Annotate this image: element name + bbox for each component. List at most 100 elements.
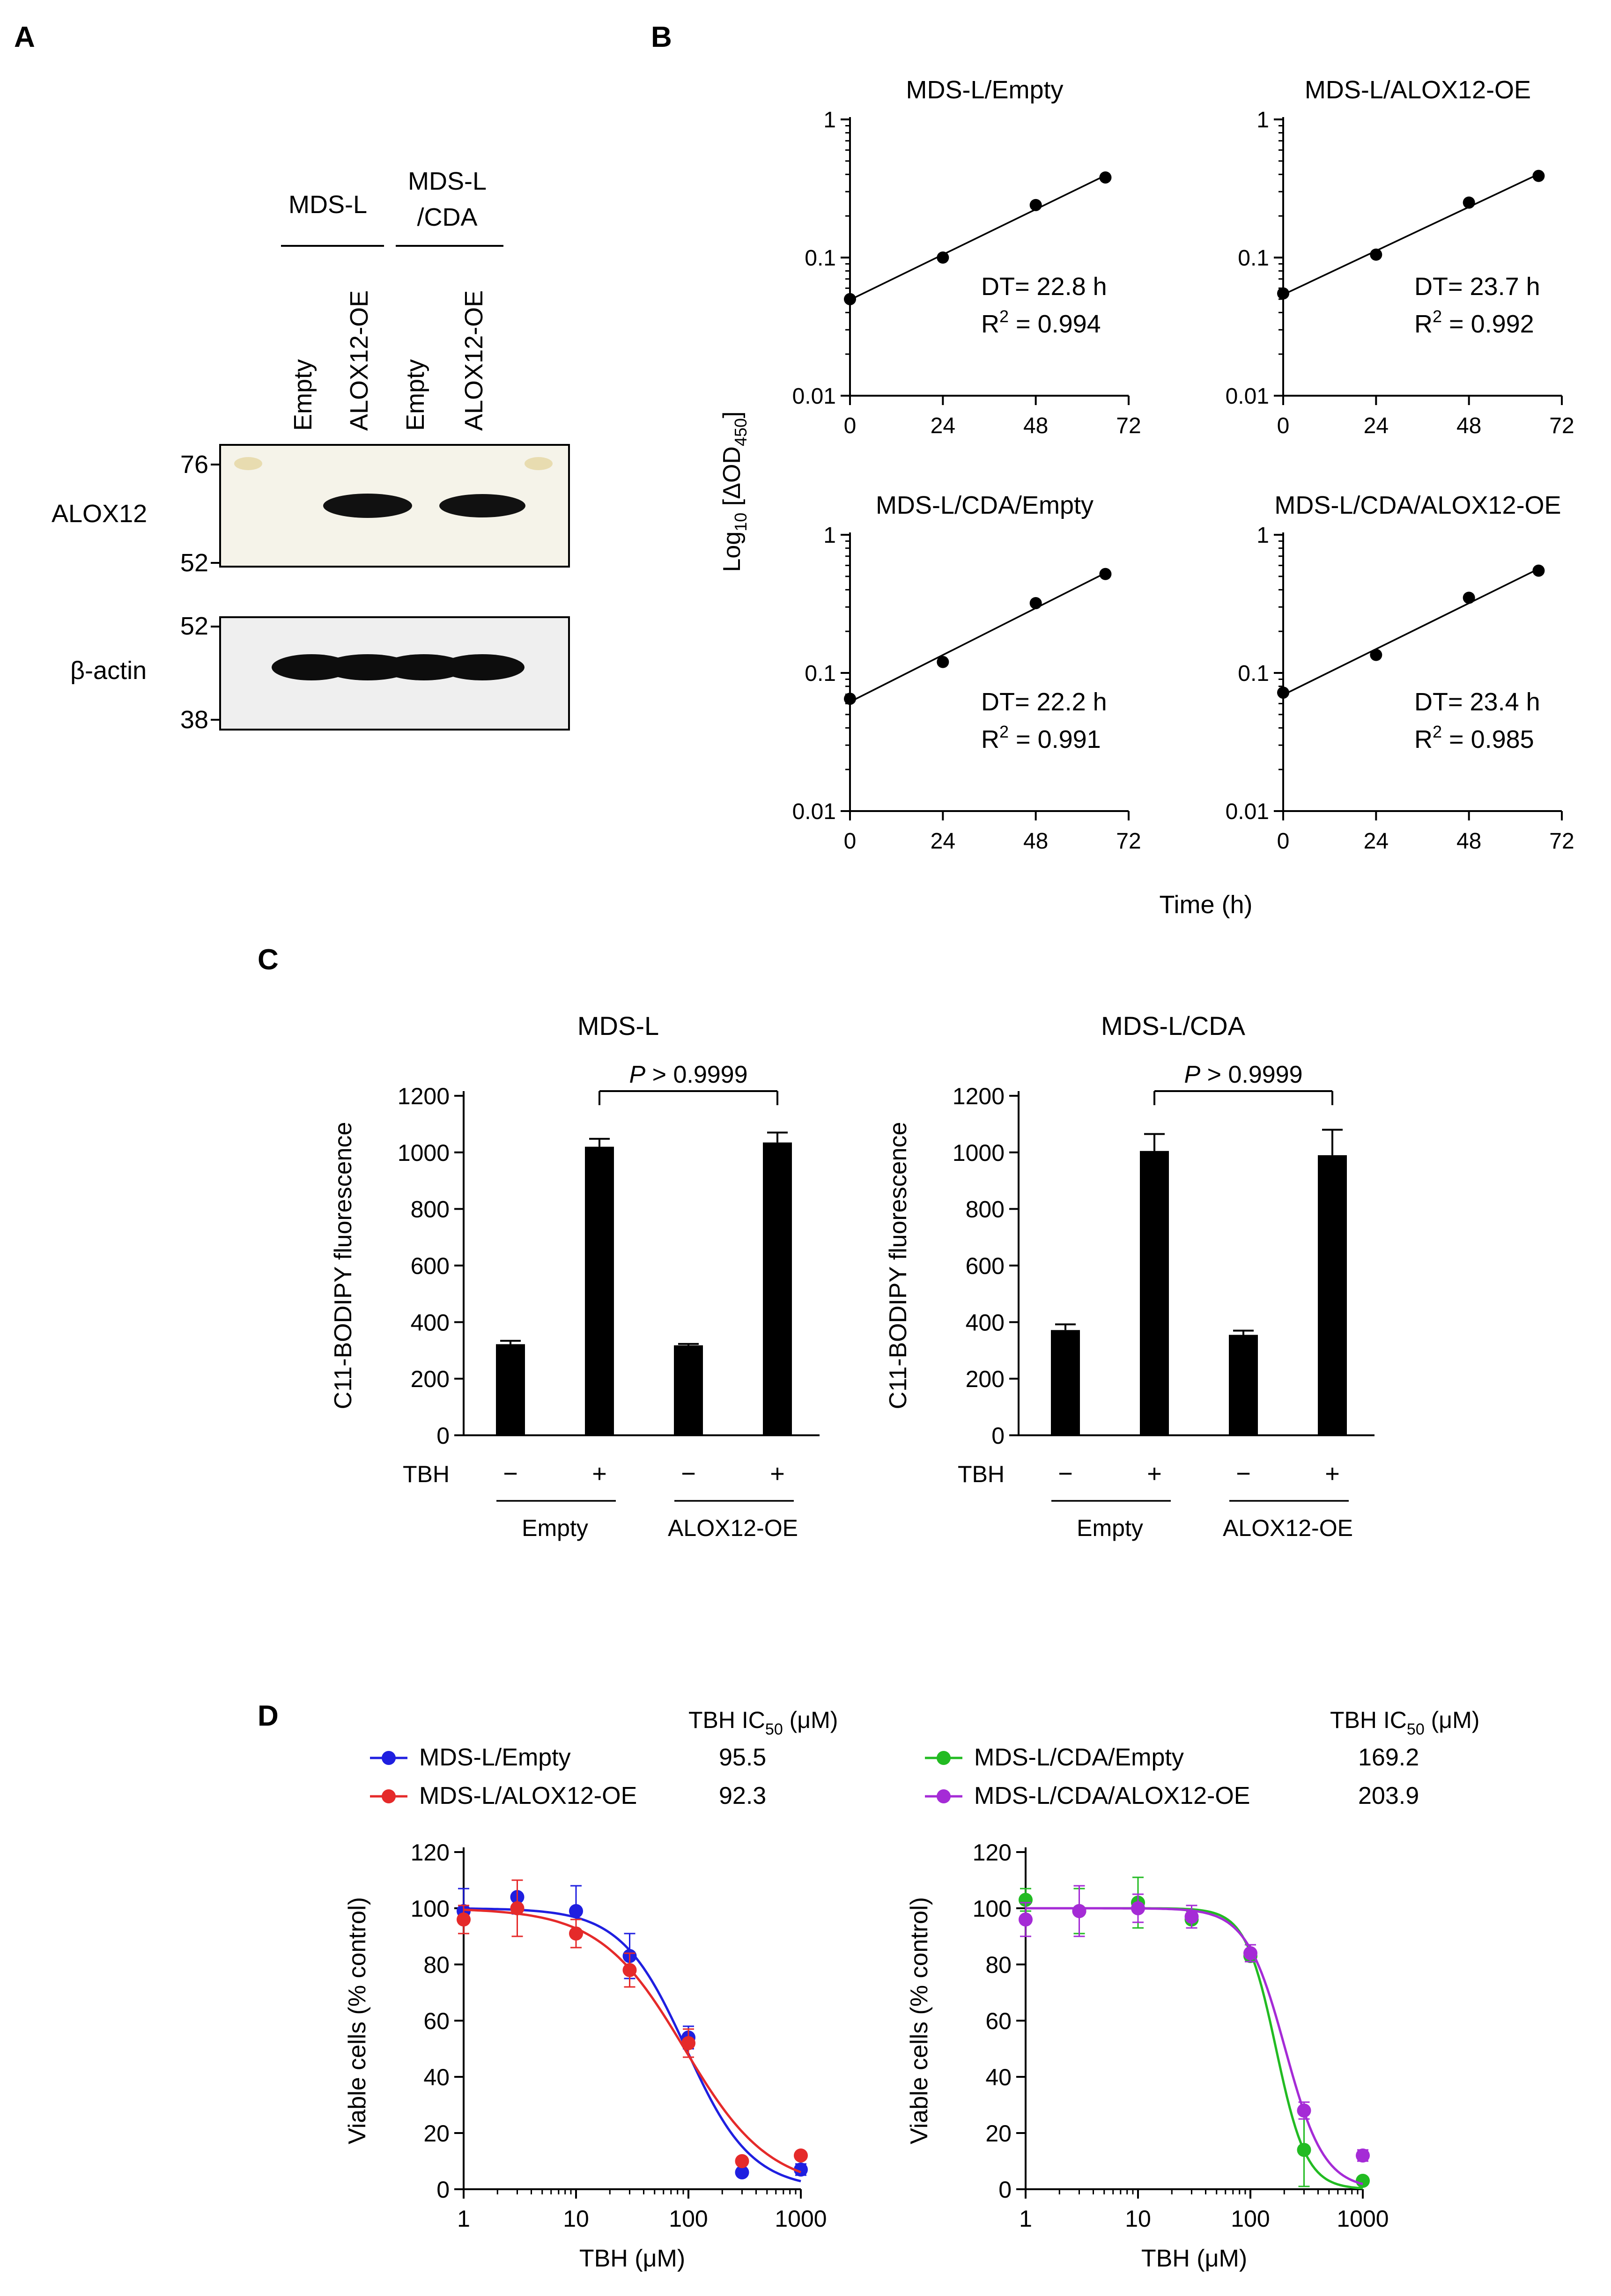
r-squared-label: R2 = 0.985 <box>1414 722 1534 753</box>
p-label-italic: P <box>629 1061 646 1088</box>
data-point <box>1370 649 1382 661</box>
r-squared-value: = 0.991 <box>1009 725 1101 753</box>
actin-label: β-actin <box>70 657 147 685</box>
legend-marker <box>382 1751 396 1765</box>
blot-lane-label: Empty <box>401 359 429 431</box>
panel-letter-c: C <box>258 944 279 976</box>
data-point <box>1277 287 1289 300</box>
y-axis-label-part: [ΔOD <box>718 446 746 513</box>
ic50-title-sub: 50 <box>1407 1720 1425 1738</box>
y-axis-label: C11-BODIPY fluorescence <box>885 1122 912 1410</box>
bar <box>1051 1330 1080 1435</box>
r-squared-prefix: R <box>981 725 999 753</box>
tbh-sign: + <box>592 1460 607 1488</box>
y-tick-label: 120 <box>973 1839 1012 1866</box>
bar <box>1318 1155 1347 1435</box>
r-squared-prefix: R <box>1414 310 1433 338</box>
y-tick-label: 0.1 <box>1238 246 1269 271</box>
mw-marker-52: 52 <box>180 549 208 577</box>
bar <box>496 1344 525 1435</box>
alox12-label: ALOX12 <box>52 500 147 528</box>
mw-marker-52: 52 <box>180 612 208 640</box>
p-label-value: > 0.9999 <box>645 1061 747 1088</box>
bar <box>674 1345 703 1435</box>
legend-marker <box>382 1789 396 1803</box>
y-tick-label: 0.1 <box>805 246 836 271</box>
y-tick-label: 400 <box>966 1309 1005 1336</box>
series-MDS-L/Empty <box>457 1879 808 2183</box>
data-point <box>794 2148 808 2163</box>
x-tick-label: 72 <box>1116 413 1141 438</box>
data-point <box>510 1901 525 1915</box>
r-squared-value: = 0.992 <box>1442 310 1534 338</box>
data-point <box>622 1963 637 1977</box>
data-point <box>1029 597 1042 609</box>
data-point <box>1532 564 1545 577</box>
x-tick-label: 24 <box>931 413 955 438</box>
blot-lane-label: Empty <box>289 359 317 431</box>
blot-artifact <box>234 457 262 470</box>
y-tick-label: 1200 <box>398 1083 450 1109</box>
ic50-title: TBH IC50 (μM) <box>688 1707 838 1738</box>
data-point <box>1297 2104 1311 2118</box>
x-axis-label: TBH (μM) <box>579 2245 685 2272</box>
ic50-title-part: (μM) <box>783 1707 838 1733</box>
y-tick-label: 40 <box>985 2064 1012 2090</box>
x-tick-label: 24 <box>931 829 955 854</box>
y-tick-label: 600 <box>966 1253 1005 1279</box>
x-tick-label: 0 <box>844 413 857 438</box>
data-point <box>1072 1904 1086 1918</box>
y-axis-label: Viable cells (% control) <box>344 1897 371 2144</box>
y-tick-label: 0.01 <box>1226 799 1269 824</box>
y-axis-label-part: Log <box>718 532 746 572</box>
alox12-band <box>439 494 525 517</box>
chart-title: MDS-L/CDA <box>1101 1011 1246 1041</box>
actin-band <box>440 654 525 680</box>
tbh-sign: + <box>1147 1460 1162 1488</box>
x-tick-label: 0 <box>1277 829 1290 854</box>
x-tick-label: 72 <box>1549 829 1574 854</box>
growth-curve-cda-empty: 1 0.1 0.01 0 24 48 72 MDS-L/CDA/Empty DT= 22.2 h… <box>792 491 1141 854</box>
y-axis-label-part: ] <box>718 412 746 418</box>
data-point <box>1099 568 1112 580</box>
x-tick-label: 10 <box>1125 2206 1151 2232</box>
x-tick-label: 100 <box>669 2206 708 2232</box>
r-squared-value: = 0.985 <box>1442 725 1534 753</box>
doubling-time-label: DT= 23.7 h <box>1414 273 1540 301</box>
data-point <box>1463 196 1475 209</box>
ic50-title-sub: 50 <box>765 1720 783 1738</box>
data-point <box>735 2154 749 2168</box>
panel-letter-d: D <box>258 1700 279 1732</box>
r-squared-prefix: R <box>981 310 999 338</box>
panel-letter-a: A <box>14 21 35 53</box>
ic50-title-part: (μM) <box>1425 1707 1480 1733</box>
alox12-band <box>323 494 412 518</box>
y-tick-label: 80 <box>985 1952 1012 1978</box>
r-squared-sup: 2 <box>999 722 1009 741</box>
panel-b-y-axis-label: Log10 [ΔOD450] <box>718 412 750 572</box>
y-tick-label: 0 <box>436 2177 450 2203</box>
x-tick-label: 1 <box>457 2206 470 2232</box>
data-point <box>1356 2174 1370 2188</box>
y-tick-label: 120 <box>411 1839 450 1866</box>
y-axis-label-part: 450 <box>731 418 750 446</box>
mw-marker-38: 38 <box>180 706 208 734</box>
p-value-label: P > 0.9999 <box>629 1061 748 1088</box>
ic50-title-part: TBH IC <box>1330 1707 1407 1733</box>
bar <box>585 1146 614 1435</box>
x-tick-label: 48 <box>1023 829 1048 854</box>
actin-band <box>382 654 466 680</box>
y-tick-label: 0.01 <box>792 384 836 409</box>
y-tick-label: 40 <box>423 2064 450 2090</box>
x-tick-label: 48 <box>1023 413 1048 438</box>
group-label-alox12: ALOX12-OE <box>1223 1515 1353 1541</box>
tbh-label: TBH <box>403 1461 450 1487</box>
x-tick-label: 72 <box>1116 829 1141 854</box>
x-axis-label: TBH (μM) <box>1141 2245 1247 2272</box>
growth-curve-cda-alox12: 1 0.1 0.01 0 24 48 72 MDS-L/CDA/ALOX12-OE DT= 23… <box>1226 491 1574 854</box>
y-tick-label: 1200 <box>953 1083 1005 1109</box>
blot-lane-label: ALOX12-OE <box>460 290 488 431</box>
r-squared-label: R2 = 0.994 <box>981 307 1101 338</box>
growth-curve-mds-l-empty: 1 0.1 0.01 0 24 48 72 MDS-L/Empty DT= 22.8 h R2 =… <box>792 76 1141 438</box>
tbh-sign: − <box>1058 1460 1073 1488</box>
